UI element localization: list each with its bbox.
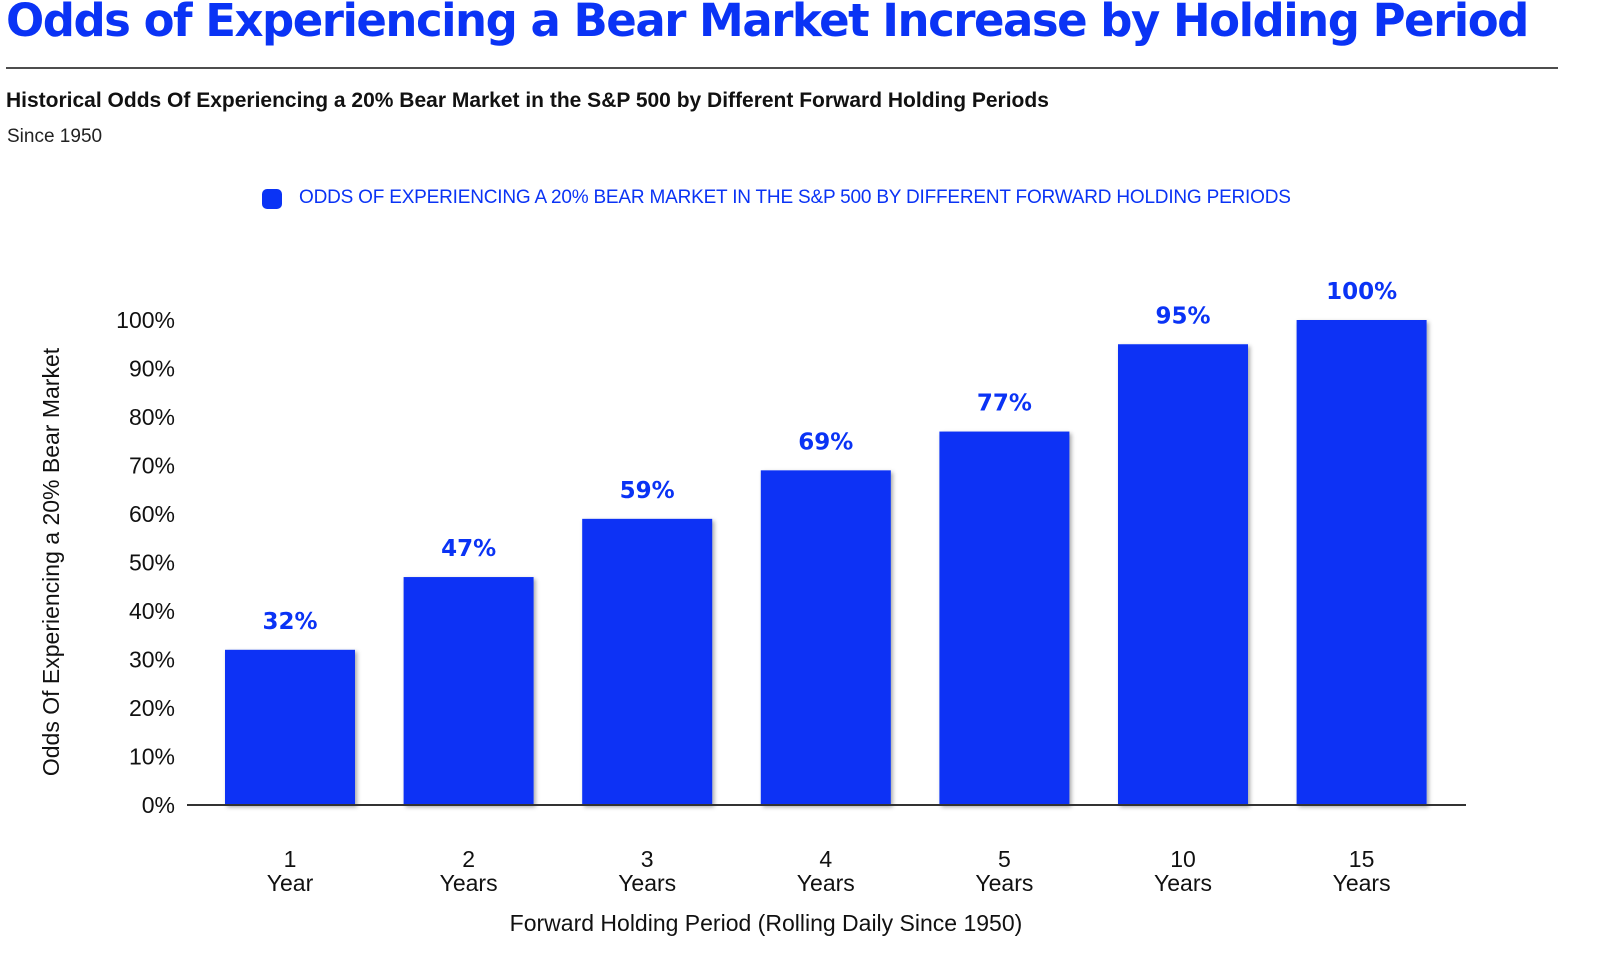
y-tick-label: 30%	[129, 647, 175, 673]
y-tick-label: 10%	[129, 744, 175, 770]
chart-subtitle: Historical Odds Of Experiencing a 20% Be…	[6, 89, 1049, 112]
x-axis-title: Forward Holding Period (Rolling Daily Si…	[510, 910, 1023, 936]
bar	[403, 577, 534, 805]
y-tick-label: 100%	[116, 307, 175, 333]
bar	[760, 470, 891, 805]
page-title: Odds of Experiencing a Bear Market Incre…	[6, 0, 1529, 47]
x-tick-label: Years	[618, 870, 676, 896]
legend-label: ODDS OF EXPERIENCING A 20% BEAR MARKET I…	[299, 187, 1291, 208]
bar	[225, 649, 355, 805]
x-tick-label: Years	[440, 870, 498, 896]
y-axis-title: Odds Of Experiencing a 20% Bear Market	[38, 347, 64, 776]
x-tick-label: Year	[267, 870, 314, 896]
y-tick-label: 40%	[129, 598, 175, 624]
bar-value-label: 95%	[1155, 303, 1210, 329]
bar-value-label: 69%	[798, 429, 853, 455]
y-tick-label: 80%	[129, 404, 175, 430]
x-tick-label: 2	[462, 846, 475, 872]
y-tick-label: 60%	[129, 501, 175, 527]
x-tick-label: 1	[284, 846, 297, 872]
bar-value-label: 77%	[977, 391, 1032, 417]
x-tick-label: 3	[641, 846, 654, 872]
bar	[582, 518, 713, 805]
bar-value-label: 59%	[620, 478, 675, 504]
bar-value-label: 100%	[1326, 279, 1397, 305]
bar-value-label: 32%	[262, 609, 317, 635]
title-divider	[6, 67, 1558, 69]
x-tick-label: 4	[819, 846, 832, 872]
x-tick-label: Years	[797, 870, 855, 896]
x-tick-label: Years	[1333, 870, 1391, 896]
y-tick-label: 70%	[129, 453, 175, 479]
y-axis: 0% 10% 20% 30% 40% 50% 60% 70% 80% 90% 100%	[116, 307, 175, 818]
x-tick-label: Years	[975, 870, 1033, 896]
data-labels: 32% 47% 59% 69% 77% 95% 100%	[262, 279, 1397, 635]
chart-legend: ODDS OF EXPERIENCING A 20% BEAR MARKET I…	[262, 187, 1291, 209]
bar-series	[225, 320, 1427, 805]
date-range-note: Since 1950	[7, 126, 103, 147]
bar	[1118, 344, 1248, 805]
bar-value-label: 47%	[441, 536, 496, 562]
y-tick-label: 20%	[129, 695, 175, 721]
x-tick-label: 10	[1170, 846, 1196, 872]
bar	[939, 431, 1070, 805]
x-tick-label: 5	[998, 846, 1011, 872]
x-tick-label: 15	[1349, 846, 1375, 872]
legend-swatch	[262, 189, 282, 209]
x-tick-label: Years	[1154, 870, 1212, 896]
x-axis: 1Year2Years3Years4Years5Years10Years15Ye…	[267, 846, 1391, 896]
y-tick-label: 50%	[129, 550, 175, 576]
y-tick-label: 0%	[142, 792, 175, 818]
bar	[1296, 320, 1427, 805]
y-tick-label: 90%	[129, 356, 175, 382]
